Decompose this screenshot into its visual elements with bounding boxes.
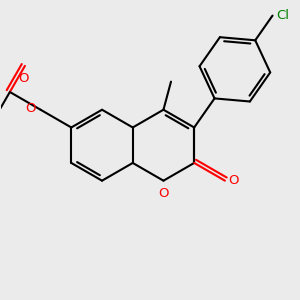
Text: Cl: Cl	[276, 9, 290, 22]
Text: O: O	[19, 72, 29, 85]
Text: O: O	[25, 102, 36, 115]
Text: O: O	[158, 188, 169, 200]
Text: O: O	[229, 174, 239, 187]
